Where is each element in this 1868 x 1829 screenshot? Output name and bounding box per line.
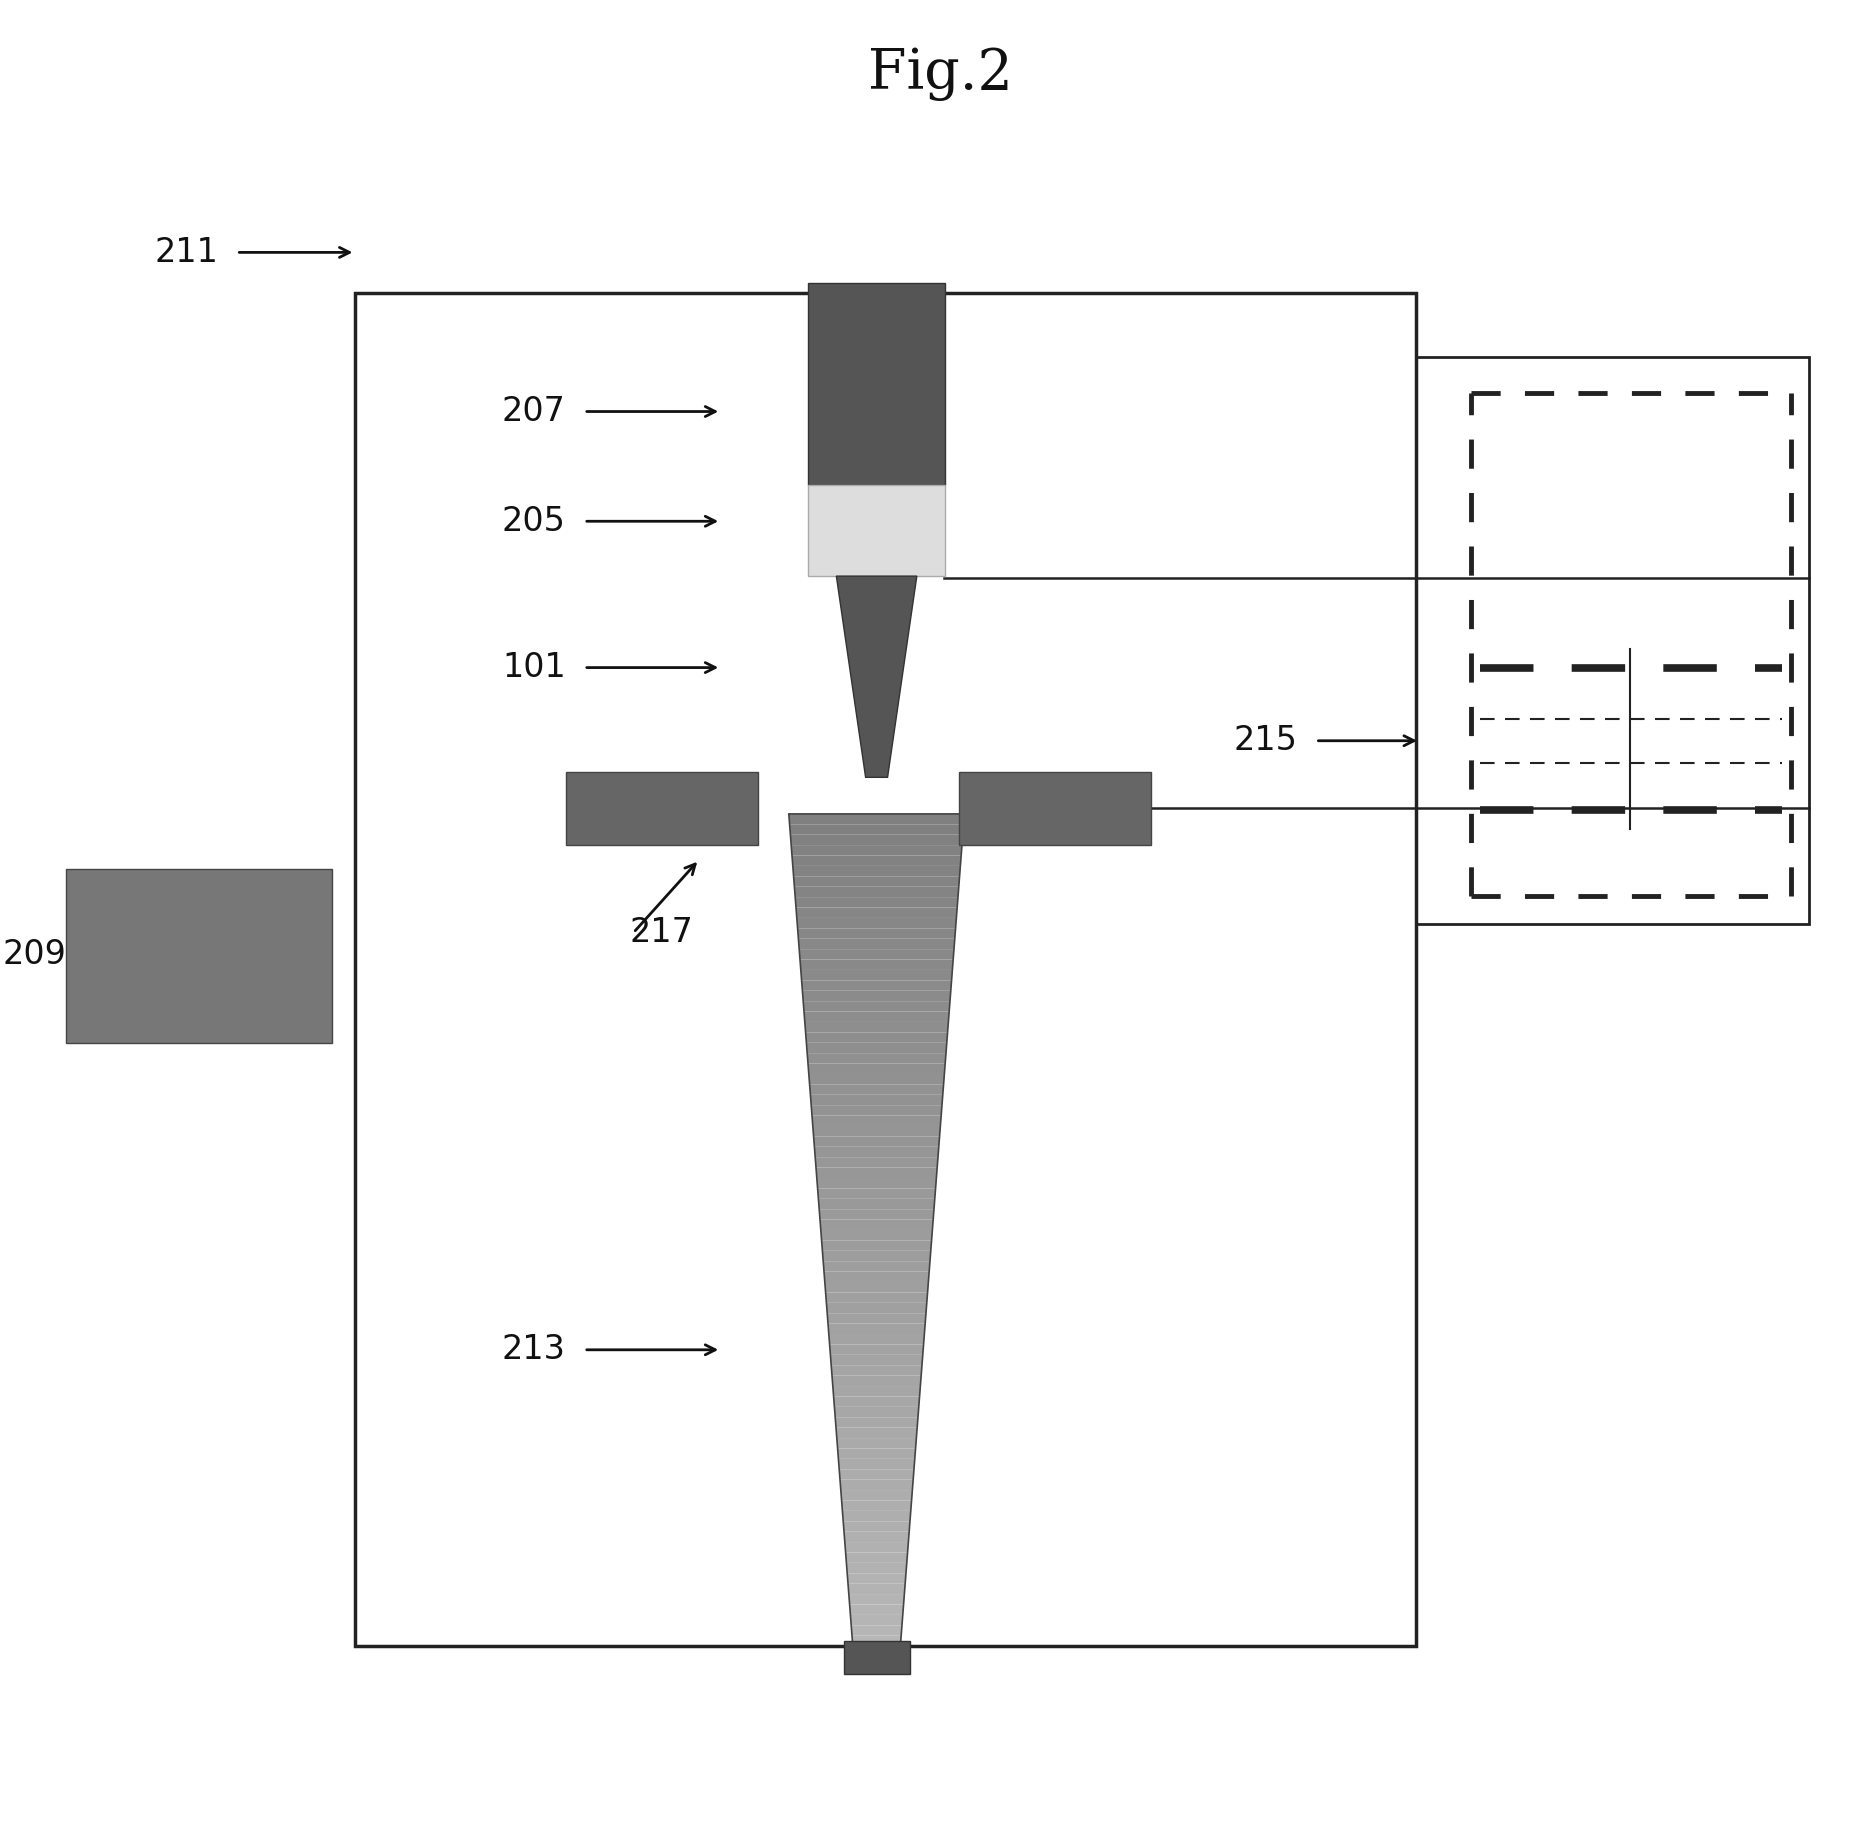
Polygon shape (796, 907, 956, 918)
Polygon shape (829, 1333, 925, 1344)
Polygon shape (824, 1262, 930, 1271)
Polygon shape (805, 1022, 949, 1032)
Polygon shape (842, 1522, 910, 1531)
Text: 205: 205 (502, 505, 566, 538)
Polygon shape (822, 1251, 930, 1262)
Polygon shape (813, 1116, 941, 1127)
Polygon shape (798, 938, 955, 949)
Polygon shape (842, 1500, 912, 1511)
Polygon shape (828, 1324, 925, 1333)
Bar (844, 1641, 910, 1674)
Polygon shape (842, 1511, 912, 1522)
Polygon shape (852, 1635, 900, 1646)
Polygon shape (814, 1147, 940, 1158)
Polygon shape (818, 1189, 936, 1198)
Polygon shape (809, 1064, 945, 1074)
Polygon shape (844, 1531, 910, 1542)
Polygon shape (820, 1229, 932, 1240)
Polygon shape (811, 1096, 943, 1105)
Polygon shape (828, 1313, 927, 1324)
Polygon shape (850, 1604, 904, 1615)
Polygon shape (826, 1302, 927, 1313)
Polygon shape (848, 1573, 906, 1584)
Text: 215: 215 (1233, 724, 1296, 757)
Polygon shape (846, 1562, 906, 1573)
Polygon shape (816, 1178, 936, 1189)
Bar (1416, 357, 1810, 924)
Text: 101: 101 (502, 651, 566, 684)
Polygon shape (837, 1449, 915, 1460)
Polygon shape (844, 1542, 908, 1553)
Polygon shape (814, 1136, 940, 1147)
Polygon shape (800, 960, 953, 969)
Bar (809, 283, 945, 485)
Polygon shape (801, 980, 951, 991)
Polygon shape (788, 814, 964, 825)
Polygon shape (800, 949, 955, 960)
Polygon shape (816, 1167, 938, 1178)
Text: 213: 213 (502, 1333, 566, 1366)
Bar (958, 772, 1151, 845)
Bar (566, 772, 758, 845)
Polygon shape (820, 1209, 934, 1220)
Polygon shape (831, 1355, 923, 1364)
Polygon shape (848, 1595, 904, 1604)
Polygon shape (852, 1626, 902, 1635)
Polygon shape (826, 1282, 928, 1293)
Polygon shape (835, 1407, 919, 1417)
Polygon shape (807, 1054, 945, 1064)
Text: 207: 207 (502, 395, 566, 428)
Polygon shape (803, 991, 951, 1000)
Text: Fig.2: Fig.2 (869, 46, 1012, 101)
Polygon shape (837, 576, 917, 777)
Polygon shape (798, 918, 956, 929)
Polygon shape (809, 1074, 945, 1085)
Polygon shape (839, 1469, 913, 1480)
Text: 209: 209 (2, 938, 67, 971)
Bar (67, 869, 331, 1043)
Polygon shape (835, 1417, 917, 1428)
Polygon shape (837, 1438, 917, 1449)
Polygon shape (850, 1615, 902, 1626)
Polygon shape (792, 856, 962, 865)
Polygon shape (848, 1584, 906, 1595)
Bar (809, 485, 945, 576)
Polygon shape (792, 865, 960, 876)
Text: 211: 211 (155, 236, 219, 269)
Polygon shape (796, 896, 958, 907)
Polygon shape (794, 876, 960, 887)
Polygon shape (829, 1344, 923, 1355)
Polygon shape (790, 834, 962, 845)
Polygon shape (792, 845, 962, 856)
Polygon shape (807, 1043, 947, 1054)
Polygon shape (803, 1000, 951, 1011)
Polygon shape (839, 1460, 915, 1469)
Polygon shape (831, 1375, 921, 1386)
Polygon shape (803, 1011, 949, 1022)
Polygon shape (801, 969, 953, 980)
Polygon shape (818, 1198, 934, 1209)
Polygon shape (841, 1491, 912, 1500)
Text: 217: 217 (630, 916, 693, 949)
Polygon shape (831, 1364, 923, 1375)
Polygon shape (824, 1271, 928, 1282)
Polygon shape (805, 1032, 947, 1043)
Polygon shape (820, 1220, 934, 1229)
Polygon shape (798, 929, 956, 938)
Polygon shape (809, 1085, 943, 1096)
Polygon shape (822, 1240, 932, 1251)
Polygon shape (814, 1158, 938, 1167)
Polygon shape (811, 1105, 941, 1116)
Polygon shape (833, 1386, 921, 1397)
Polygon shape (790, 825, 964, 834)
Polygon shape (833, 1397, 919, 1407)
Polygon shape (813, 1127, 940, 1136)
Bar (355, 293, 1416, 1646)
Polygon shape (826, 1293, 928, 1302)
Polygon shape (837, 1428, 917, 1438)
Polygon shape (841, 1480, 913, 1491)
Polygon shape (794, 887, 958, 896)
Polygon shape (846, 1553, 908, 1562)
